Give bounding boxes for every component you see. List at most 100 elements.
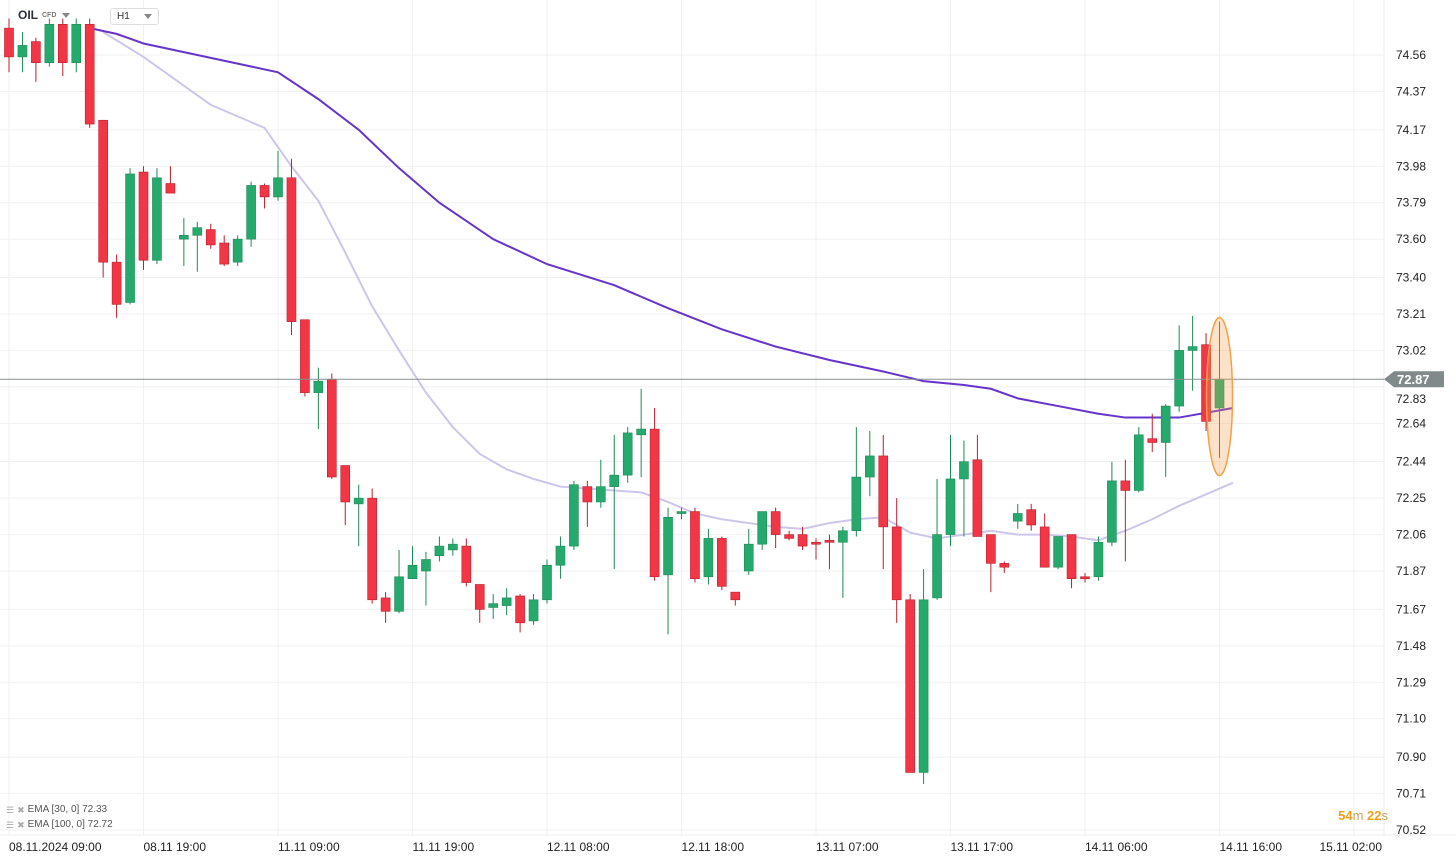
candle [44, 18, 55, 67]
candle-body [555, 545, 566, 566]
candle [501, 588, 512, 616]
close-icon[interactable]: ✖ [17, 805, 25, 815]
candle [71, 18, 82, 73]
countdown-minutes: 54 [1338, 808, 1353, 823]
x-tick-label: 11.11 19:00 [413, 840, 475, 854]
candle [165, 166, 176, 194]
candle [1026, 503, 1036, 531]
candle-body [259, 185, 270, 198]
x-tick-label: 12.11 08:00 [547, 840, 610, 854]
y-tick-label: 71.29 [1396, 675, 1426, 689]
candle-body [972, 459, 983, 537]
candle-body [542, 564, 552, 601]
candle-body [1147, 438, 1158, 443]
candle-body [434, 545, 445, 556]
candle-body [353, 497, 364, 505]
x-tick-label: 13.11 17:00 [951, 840, 1014, 854]
candle [259, 183, 270, 209]
candle-body [300, 319, 310, 393]
candle [636, 388, 646, 478]
settings-icon[interactable]: ☰ [6, 820, 15, 830]
candle-body [205, 229, 216, 246]
candle-body [959, 461, 969, 480]
candle-body [31, 41, 41, 63]
candle [582, 480, 593, 527]
symbol-selector[interactable]: OIL CFD [18, 8, 71, 22]
settings-icon[interactable]: ☰ [6, 805, 15, 815]
chevron-down-icon [143, 14, 152, 19]
current-price-label: 72.87 [1397, 372, 1430, 387]
x-tick-label: 11.11 09:00 [278, 840, 340, 854]
y-tick-label: 73.02 [1396, 343, 1426, 357]
candle [528, 594, 539, 625]
candle-body [528, 599, 539, 622]
candle [986, 534, 996, 593]
symbol-name: OIL [18, 8, 38, 22]
candle [609, 434, 620, 570]
candle [811, 538, 821, 560]
highlight-ellipse [1205, 316, 1234, 477]
candle-body [864, 455, 875, 478]
candle [1147, 413, 1158, 453]
candle [125, 168, 135, 305]
y-tick-label: 71.87 [1396, 564, 1426, 578]
candle [246, 181, 256, 247]
candle [1066, 534, 1077, 589]
close-icon[interactable]: ✖ [17, 820, 25, 830]
candle [1174, 325, 1184, 412]
candle-body [690, 511, 700, 580]
candle-body [1053, 536, 1063, 568]
candle-body [663, 517, 673, 576]
candle [1080, 572, 1090, 583]
candle [515, 594, 525, 633]
candle [57, 18, 68, 77]
candle-body [730, 591, 741, 601]
candle [918, 569, 929, 784]
candle [152, 168, 162, 265]
timeframe-selector[interactable]: H1 [110, 8, 159, 25]
y-tick-label: 72.25 [1396, 491, 1426, 505]
candle-body [932, 534, 942, 599]
candle-body [1174, 350, 1184, 407]
candle [1134, 427, 1144, 493]
candle-body [407, 564, 418, 580]
candle-body [999, 563, 1010, 568]
candle [31, 37, 41, 82]
current-price-tag [1384, 371, 1444, 388]
candle-body [57, 24, 68, 63]
y-tick-label: 74.37 [1396, 84, 1426, 98]
y-tick-label: 72.44 [1396, 455, 1426, 469]
candle-body [461, 545, 472, 583]
candle [394, 549, 404, 614]
candle [273, 150, 283, 201]
candle-body [44, 24, 55, 63]
candle-body [219, 242, 229, 265]
candle-countdown: 54m 22s [1338, 808, 1388, 823]
candle-body [71, 24, 82, 63]
candle [488, 594, 499, 619]
candle-body [784, 534, 794, 539]
candle-body [1066, 534, 1077, 580]
candle [891, 498, 902, 623]
candle [595, 459, 606, 508]
candle [407, 546, 418, 580]
candle-body [286, 177, 297, 322]
symbol-type: CFD [42, 11, 57, 19]
candle [784, 530, 794, 541]
y-tick-label: 73.79 [1396, 196, 1426, 210]
x-tick-label: 14.11 16:00 [1220, 840, 1283, 854]
indicator-label: EMA [30, 0] 72.33 [27, 804, 108, 815]
candle-body [4, 27, 14, 58]
candle-body [474, 584, 485, 610]
candle [932, 478, 942, 600]
candle [864, 430, 875, 497]
candle-body [636, 428, 646, 436]
candle [717, 536, 727, 591]
candle-body [98, 119, 108, 263]
candle-body [622, 432, 633, 476]
candle [179, 218, 189, 267]
candle-body [1160, 405, 1171, 443]
candle [205, 223, 216, 249]
candle-body [770, 511, 781, 535]
